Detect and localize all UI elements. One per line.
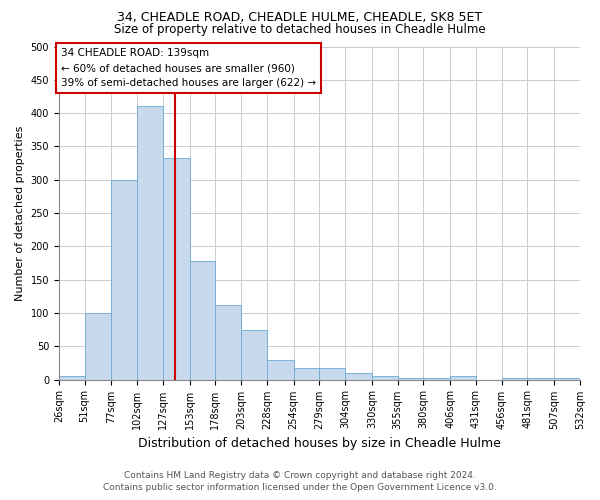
Bar <box>372 376 398 380</box>
Bar <box>215 305 241 380</box>
Text: Contains HM Land Registry data © Crown copyright and database right 2024.
Contai: Contains HM Land Registry data © Crown c… <box>103 471 497 492</box>
Bar <box>424 378 450 380</box>
Bar <box>502 378 527 380</box>
X-axis label: Distribution of detached houses by size in Cheadle Hulme: Distribution of detached houses by size … <box>138 437 501 450</box>
Bar <box>241 330 267 380</box>
Bar <box>112 180 137 380</box>
Bar <box>398 378 424 380</box>
Bar <box>527 378 554 380</box>
Bar <box>345 373 372 380</box>
Text: 34 CHEADLE ROAD: 139sqm
← 60% of detached houses are smaller (960)
39% of semi-d: 34 CHEADLE ROAD: 139sqm ← 60% of detache… <box>61 48 316 88</box>
Text: Size of property relative to detached houses in Cheadle Hulme: Size of property relative to detached ho… <box>114 22 486 36</box>
Bar <box>294 368 319 380</box>
Bar <box>190 261 215 380</box>
Bar <box>85 313 112 380</box>
Bar <box>267 360 294 380</box>
Y-axis label: Number of detached properties: Number of detached properties <box>15 126 25 300</box>
Bar <box>319 368 345 380</box>
Text: 34, CHEADLE ROAD, CHEADLE HULME, CHEADLE, SK8 5ET: 34, CHEADLE ROAD, CHEADLE HULME, CHEADLE… <box>118 11 482 24</box>
Bar <box>59 376 85 380</box>
Bar <box>163 158 190 380</box>
Bar <box>450 376 476 380</box>
Bar <box>554 378 580 380</box>
Bar <box>137 106 163 380</box>
